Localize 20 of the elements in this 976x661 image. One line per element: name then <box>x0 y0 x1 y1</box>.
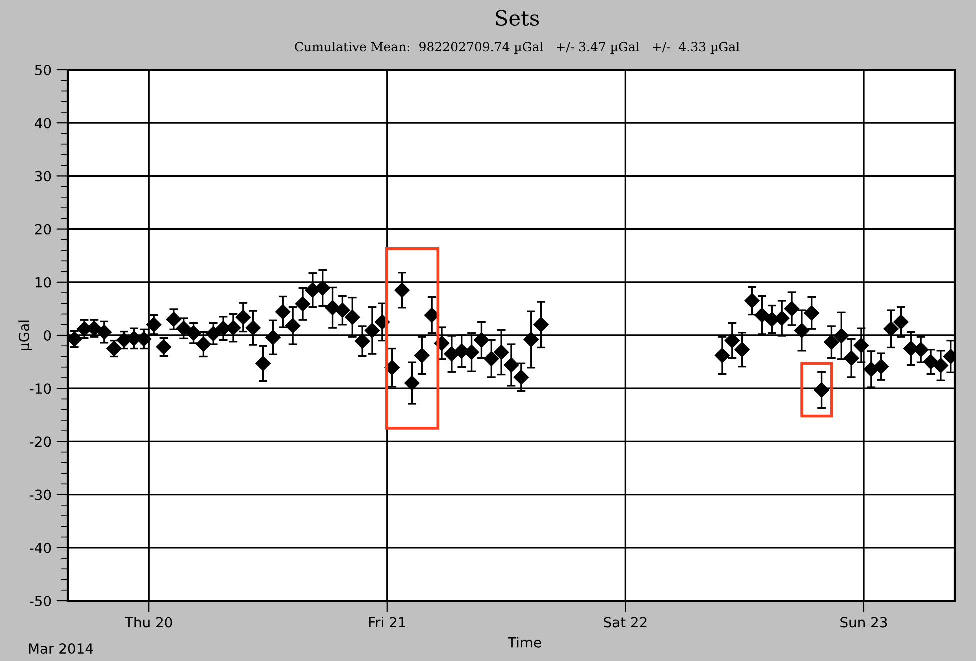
y-tick-label: -10 <box>30 384 52 394</box>
y-tick-label: 0 <box>44 330 52 341</box>
y-tick-label: -30 <box>30 490 52 500</box>
y-tick-label: 20 <box>35 224 52 235</box>
y-tick-label: -40 <box>30 542 52 554</box>
chart-title: Sets <box>496 10 540 26</box>
chart-subtitle: Cumulative Mean: 982202709.74 µGal +/- 3.47 µGal +/- 4.33 µGal <box>295 42 740 54</box>
x-tick-label: Fri 21 <box>369 616 406 628</box>
y-tick-label: -50 <box>30 596 52 606</box>
x-tick-label: Sat 22 <box>604 617 647 628</box>
y-tick-label: 30 <box>35 171 52 182</box>
y-tick-label: 50 <box>35 64 52 76</box>
text: Mar 2014 <box>29 644 94 654</box>
y-tick-label: 40 <box>35 118 52 129</box>
y-tick-label: 10 <box>36 277 52 288</box>
x-tick-label: Thu 20 <box>124 616 172 628</box>
x-tick-label: Sun 23 <box>840 617 888 628</box>
y-tick-label: -20 <box>30 436 52 448</box>
y-axis-title: µGal <box>18 320 32 350</box>
x-axis-title: Time <box>508 637 542 648</box>
